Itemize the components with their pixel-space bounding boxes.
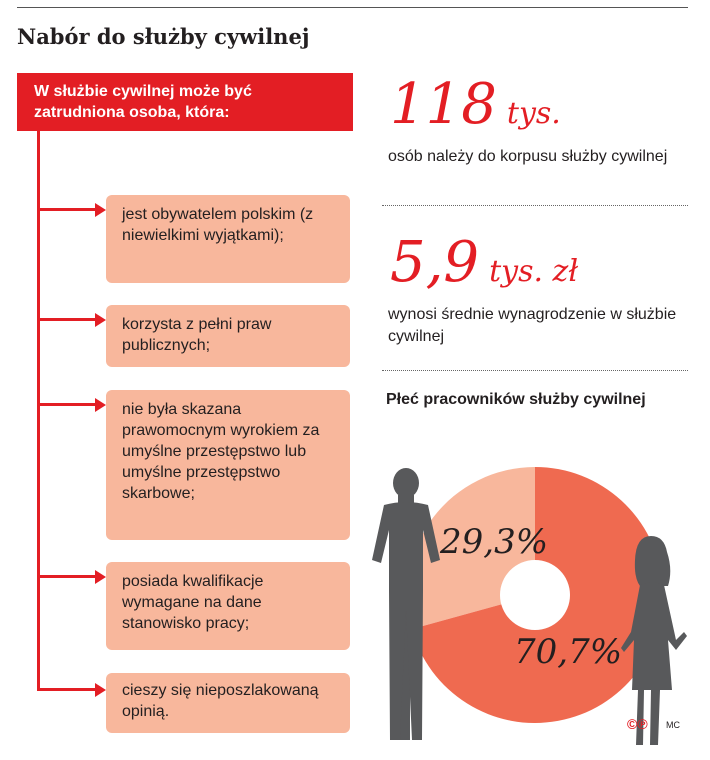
author-initials: MC: [666, 720, 680, 730]
connector-3: [37, 403, 95, 406]
stat-employees: 118 tys.: [390, 72, 561, 137]
stat-employees-description: osób należy do korpusu służby cywilnej: [388, 148, 668, 165]
criteria-vertical-line: [37, 131, 40, 691]
top-rule: [17, 7, 688, 8]
connector-4: [37, 575, 95, 578]
connector-1: [37, 208, 95, 211]
arrow-icon: [95, 683, 106, 697]
arrow-icon: [95, 570, 106, 584]
divider: [382, 205, 688, 206]
arrow-icon: [95, 398, 106, 412]
stat-salary: 5,9 tys. zł: [390, 230, 578, 295]
arrow-icon: [95, 313, 106, 327]
connector-2: [37, 318, 95, 321]
pie-label-1: 70,7%: [514, 632, 623, 672]
man-silhouette-icon: [372, 468, 440, 740]
woman-silhouette-icon: [621, 536, 687, 745]
criteria-item-4: posiada kwalifikacje wymagane na dane st…: [106, 562, 350, 650]
donut-hole: [500, 560, 570, 630]
divider: [382, 370, 688, 371]
pie-label-0: 29,3%: [440, 522, 549, 562]
criteria-item-5: cieszy się nieposzlakowaną opinią.: [106, 673, 350, 733]
arrow-icon: [95, 203, 106, 217]
criteria-item-1: jest obywatelem polskim (z niewielkimi w…: [106, 195, 350, 283]
stat-salary-value: 5,9: [390, 230, 480, 295]
stat-salary-unit: tys. zł: [489, 254, 579, 289]
stat-employees-unit: tys.: [506, 96, 561, 131]
copyright-mark: ©℗: [627, 716, 648, 732]
criteria-item-2: korzysta z pełni praw publicznych;: [106, 305, 350, 367]
page-title: Nabór do służby cywilnej: [17, 24, 310, 49]
pie-title: Płeć pracowników służby cywilnej: [386, 391, 646, 408]
connector-5: [37, 688, 95, 691]
stat-employees-value: 118: [390, 72, 497, 137]
criteria-intro: W służbie cywilnej może być zatrudniona …: [34, 83, 252, 121]
criteria-item-3: nie była skazana prawomocnym wyrokiem za…: [106, 390, 350, 540]
criteria-intro-box: W służbie cywilnej może być zatrudniona …: [17, 73, 353, 131]
stat-salary-description: wynosi średnie wynagrodzenie w służbie c…: [388, 306, 677, 345]
